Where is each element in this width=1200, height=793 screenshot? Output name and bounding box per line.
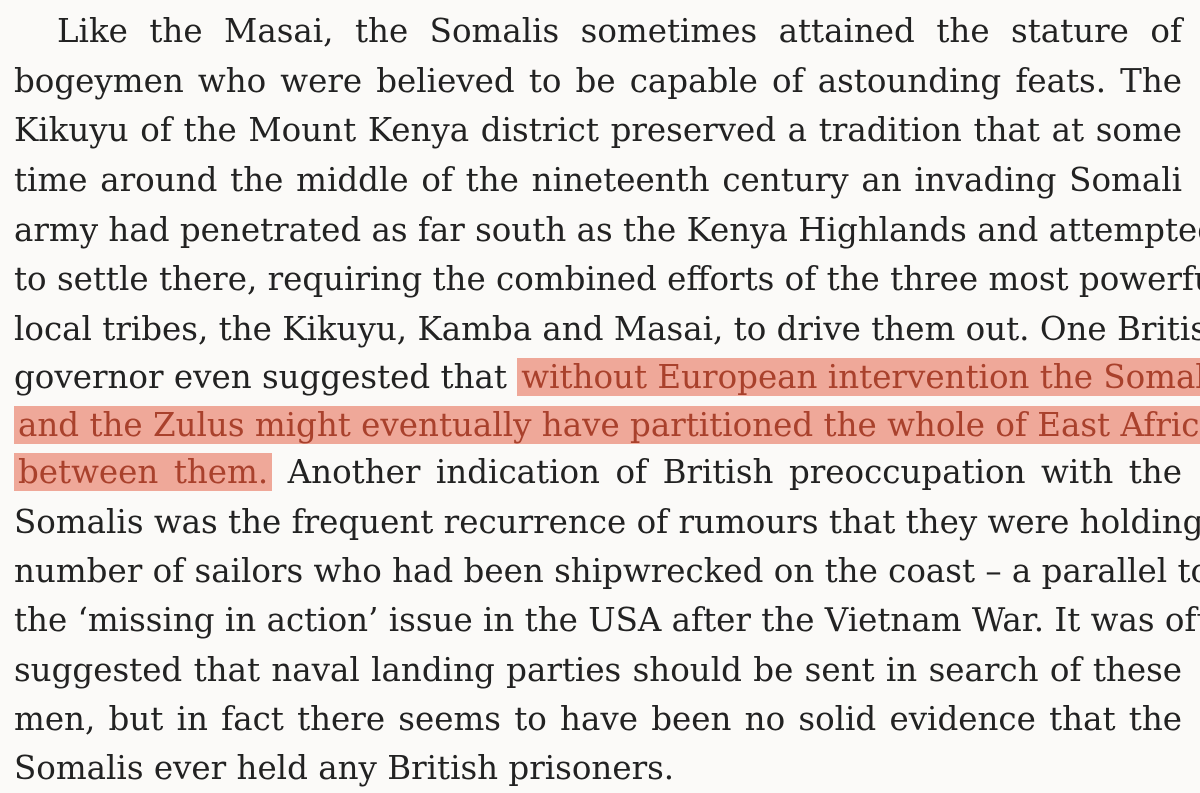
text-line: to settle there, requiring the combined … — [14, 260, 1200, 298]
text-line: number of sailors who had been shipwreck… — [14, 552, 1200, 590]
highlighted-text[interactable]: without European intervention the Somali… — [517, 358, 1200, 396]
text-line: Like the Masai, the Somalis sometimes at… — [14, 12, 1182, 50]
text-line: the ‘missing in action’ issue in the USA… — [14, 601, 1200, 639]
text-line: Somalis was the frequent recurrence of r… — [14, 503, 1200, 541]
plain-text: Another indication of British preoccupat… — [272, 453, 1182, 491]
highlighted-text[interactable]: and the Zulus might eventually have part… — [14, 406, 1200, 444]
text-line: Somalis ever held any British prisoners. — [14, 749, 675, 787]
text-line: men, but in fact there seems to have bee… — [14, 700, 1182, 738]
text-line: bogeymen who were believed to be capable… — [14, 62, 1182, 100]
text-line: army had penetrated as far south as the … — [14, 211, 1200, 249]
text-line: between them. Another indication of Brit… — [14, 447, 1182, 497]
text-line: time around the middle of the nineteenth… — [14, 161, 1182, 199]
text-line: governor even suggested that without Eur… — [14, 352, 1200, 402]
text-line: local tribes, the Kikuyu, Kamba and Masa… — [14, 310, 1200, 348]
text-line: Kikuyu of the Mount Kenya district prese… — [14, 111, 1182, 149]
text-line: and the Zulus might eventually have part… — [14, 400, 1200, 450]
highlighted-text[interactable]: between them. — [14, 453, 273, 491]
text-line: suggested that naval landing parties sho… — [14, 651, 1182, 689]
plain-text: governor even suggested that — [14, 358, 518, 396]
